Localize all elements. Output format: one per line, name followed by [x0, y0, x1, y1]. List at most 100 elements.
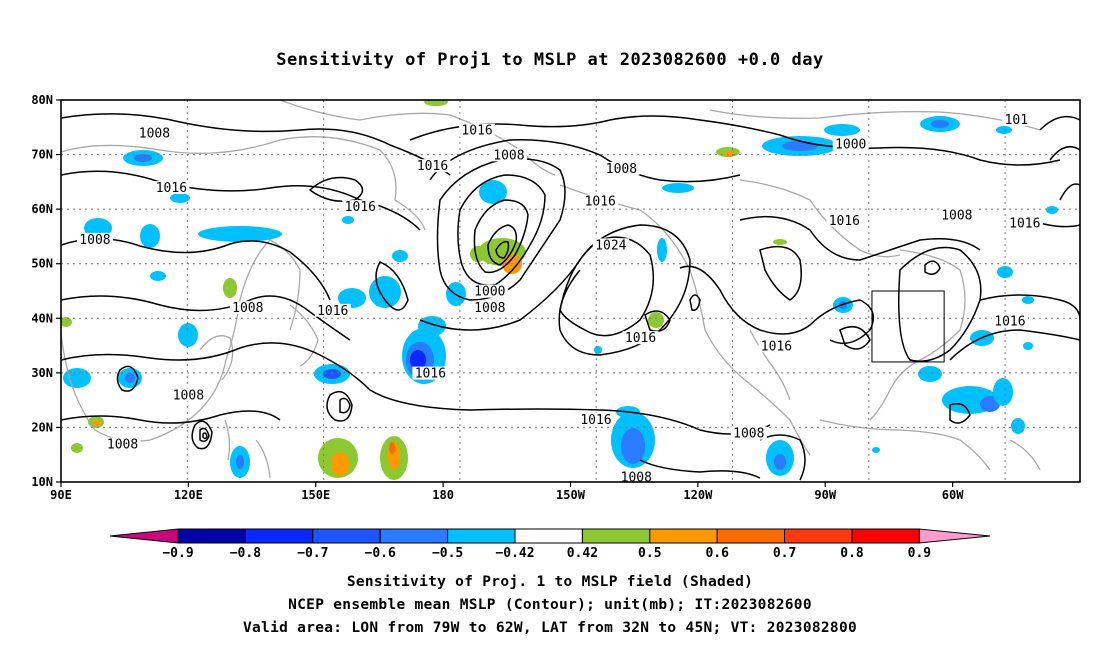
contour-label: 1008 — [606, 162, 637, 177]
colorbar-segment — [581, 528, 651, 544]
contour-label-bg — [622, 331, 659, 345]
contour-label: 1008 — [139, 126, 170, 141]
contour-label-bg — [758, 339, 795, 353]
lon-tick-label: 60W — [942, 488, 964, 502]
colorbar-segment — [379, 528, 449, 544]
contour-label: 1024 — [595, 238, 626, 253]
contour-label-bg — [314, 303, 351, 317]
lat-tick-label: 60N — [31, 202, 53, 216]
contour-label-bg — [153, 181, 190, 195]
longitude-axis: 90E 120E 150E 180 150W 120W 90W 60W — [50, 482, 964, 502]
colorbar-label: 0.5 — [638, 546, 661, 561]
graticule — [61, 100, 1080, 482]
contour-label: 1000 — [474, 285, 505, 300]
contour-label-bg — [471, 301, 508, 315]
colorbar-label: −0.9 — [162, 546, 193, 561]
lon-tick-label: 180 — [432, 488, 454, 502]
contour-label-bg — [991, 314, 1028, 328]
contour-label: 1016 — [580, 413, 611, 428]
colorbar-label: −0.7 — [297, 546, 328, 561]
contour-label-bg — [730, 426, 767, 440]
contour-label-bg — [414, 159, 451, 173]
colorbar-label: −0.5 — [432, 546, 463, 561]
colorbar-label: 0.8 — [840, 546, 864, 561]
colorbar-arrow-left — [109, 528, 179, 544]
contour-label-bg — [826, 213, 863, 227]
contour-label-bg — [76, 232, 113, 246]
caption-contour: NCEP ensemble mean MSLP (Contour); unit(… — [288, 597, 812, 613]
contour-label-bg — [136, 126, 173, 140]
colorbar-label: −0.42 — [495, 546, 534, 561]
contour-label: 1016 — [461, 124, 492, 139]
lat-tick-label: 80N — [31, 93, 53, 107]
coastlines — [61, 100, 1041, 479]
valid-area-box — [871, 290, 945, 363]
colorbar-segment — [244, 528, 314, 544]
map-title: Sensitivity of Proj1 to MSLP at 20230826… — [276, 50, 824, 70]
lat-tick-label: 30N — [31, 366, 53, 380]
contour-label-bg — [490, 148, 527, 162]
colorbar-arrow-right — [918, 528, 991, 544]
contour-label-bg — [170, 388, 207, 402]
lon-tick-label: 90E — [50, 488, 72, 502]
contour-label-bg — [1002, 112, 1031, 126]
lon-tick-label: 150E — [301, 488, 330, 502]
colorbar-segment — [716, 528, 786, 544]
contour-label-bg — [459, 123, 496, 137]
contour-label-bg — [582, 194, 619, 208]
lon-tick-label: 120E — [174, 488, 203, 502]
latitude-axis: 80N 70N 60N 50N 40N 30N 20N 10N — [31, 93, 61, 489]
colorbar-segment — [649, 528, 718, 544]
mslp-contours — [61, 113, 1080, 481]
contour-label: 1008 — [232, 301, 263, 316]
contour-label-bg — [342, 200, 379, 214]
contour-label: 1016 — [994, 315, 1025, 330]
contour-label: 1016 — [156, 181, 187, 196]
contour-label-bg — [592, 238, 629, 252]
lon-tick-label: 90W — [814, 488, 836, 502]
colorbar-label: −0.6 — [365, 546, 396, 561]
lat-tick-label: 20N — [31, 420, 53, 434]
colorbar-segment — [784, 528, 853, 544]
lon-tick-label: 120W — [683, 488, 713, 502]
colorbar-label: 0.42 — [567, 546, 598, 561]
contour-label: 101 — [1005, 113, 1028, 128]
colorbar-segment — [177, 528, 246, 544]
colorbar-label: −0.8 — [230, 546, 261, 561]
contour-label: 1016 — [345, 200, 376, 215]
contour-label-bg — [577, 412, 614, 426]
caption-shading: Sensitivity of Proj. 1 to MSLP field (Sh… — [346, 574, 754, 590]
contour-label: 1008 — [493, 148, 524, 163]
contour-label: 1016 — [317, 304, 348, 319]
contour-label: 1016 — [829, 214, 860, 229]
lat-tick-label: 50N — [31, 257, 53, 271]
contour-label-bg — [832, 137, 869, 151]
colorbar-segment — [514, 528, 583, 544]
contour-label: 1016 — [1009, 217, 1040, 232]
contour-label: 1016 — [625, 331, 656, 346]
contour-label: 1008 — [79, 233, 110, 248]
contour-label: 1016 — [761, 339, 792, 354]
colorbar-label: 0.7 — [773, 546, 796, 561]
lon-tick-label: 150W — [556, 488, 586, 502]
colorbar-segment — [447, 528, 516, 544]
colorbar-label: 0.9 — [908, 546, 931, 561]
contour-label: 1016 — [585, 195, 616, 210]
colorbar-segment — [851, 528, 920, 544]
contour-label: 1008 — [941, 208, 972, 223]
contour-label-bg — [471, 284, 508, 298]
contour-label: 1008 — [733, 427, 764, 442]
colorbar-segment — [312, 528, 381, 544]
colorbar-label: 0.6 — [705, 546, 729, 561]
contour-label: 1008 — [621, 470, 652, 485]
contour-label-bg — [412, 366, 449, 380]
contour-label: 1008 — [107, 438, 138, 453]
contour-label-bg — [618, 470, 655, 484]
contour-label: 1000 — [835, 137, 866, 152]
contour-label-bg — [104, 437, 141, 451]
contour-label: 1008 — [173, 388, 204, 403]
colorbar: −0.9 −0.8 −0.7 −0.6 −0.5 −0.42 0.42 0.5 0.6 0.7 0.… — [109, 528, 991, 561]
contour-label-bg — [603, 161, 640, 175]
